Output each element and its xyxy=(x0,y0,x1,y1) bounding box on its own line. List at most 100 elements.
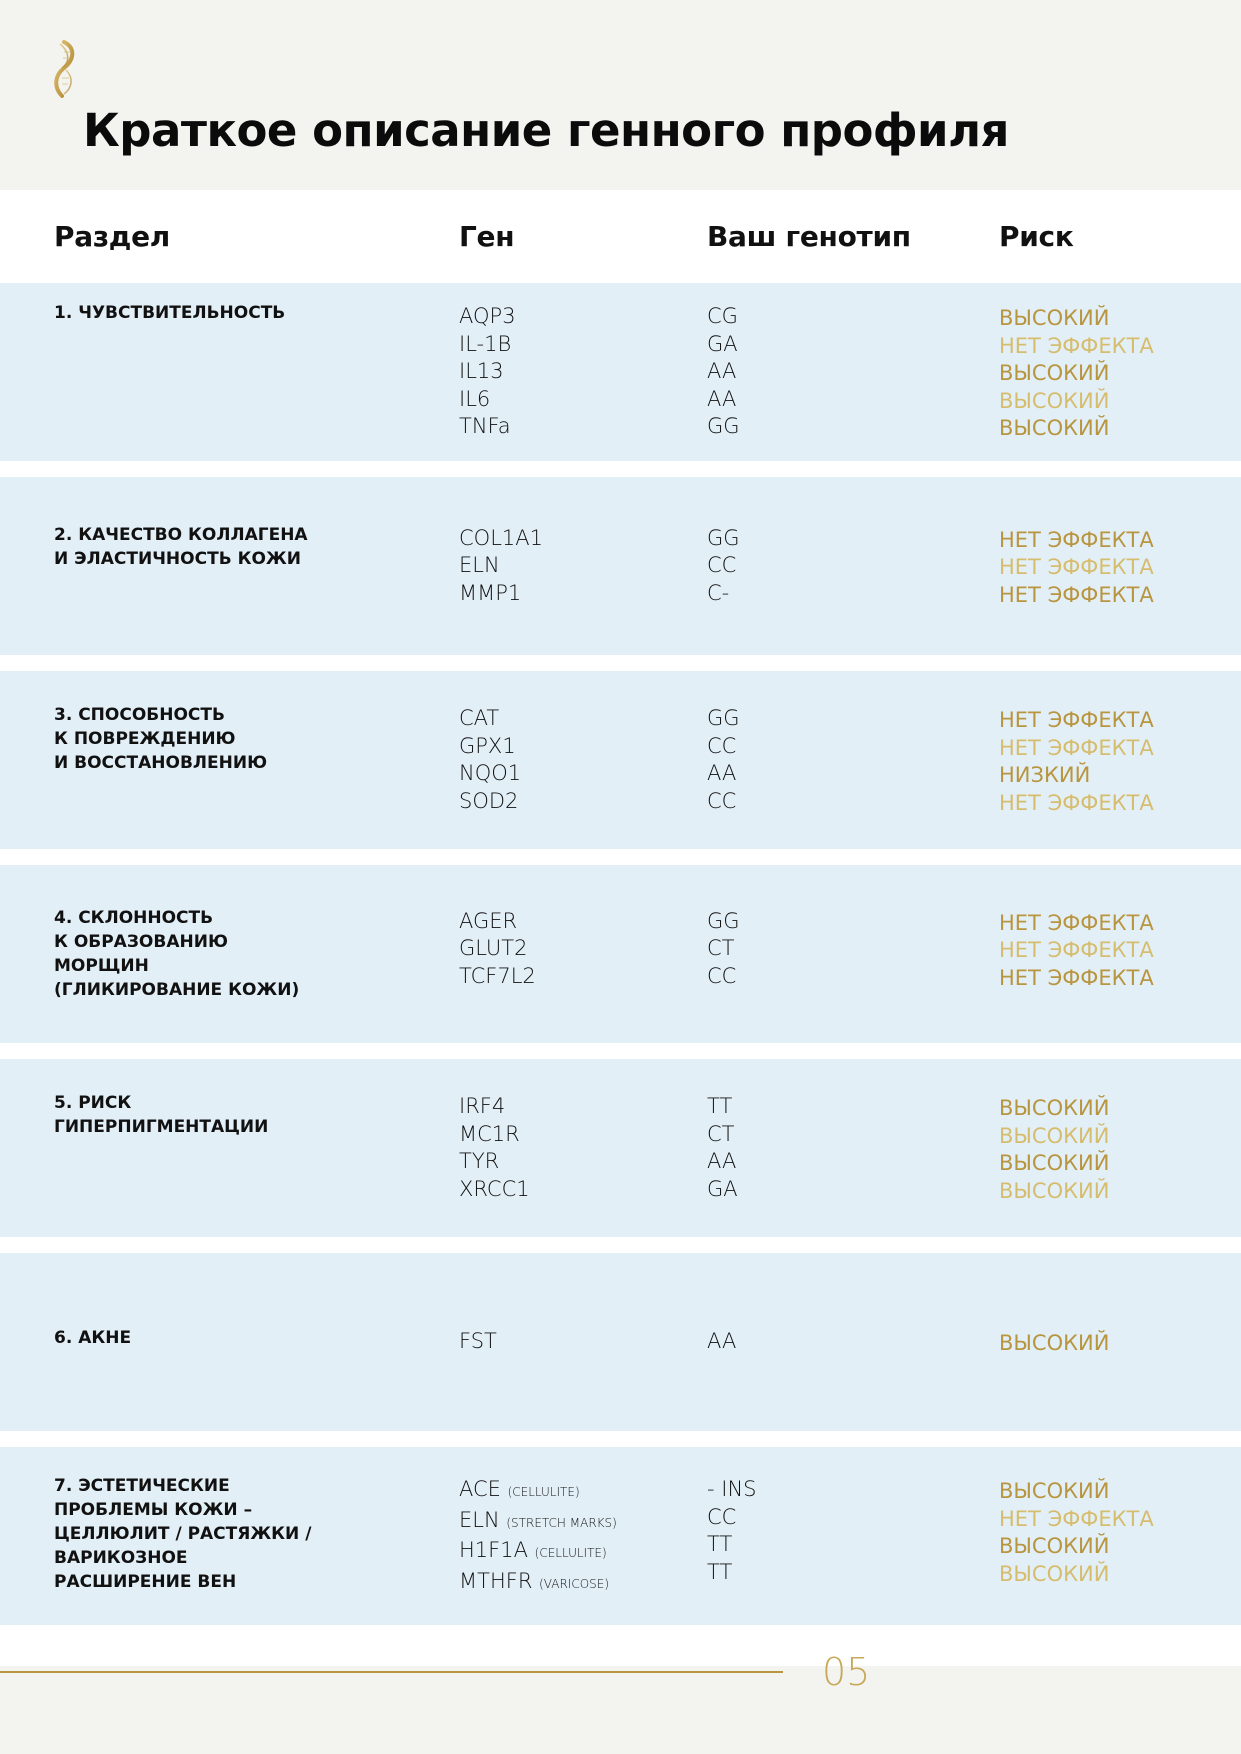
genotype-value: GA xyxy=(707,331,738,356)
gene-symbol: IRF4 xyxy=(459,1094,506,1118)
section-label: 3. СПОСОБНОСТЬ К ПОВРЕЖДЕНИЮ И ВОССТАНОВ… xyxy=(54,705,268,773)
gene-note: (VARICOSE) xyxy=(539,1576,610,1591)
table-row: 6. АКНЕ FST AA ВЫСОКИЙ xyxy=(0,1253,1241,1431)
gene-symbol: MC1R xyxy=(459,1121,520,1146)
genotype-list: - INS CC TT TT xyxy=(707,1476,757,1586)
table-row: 1. ЧУВСТВИТЕЛЬНОСТЬ AQP3 IL-1B IL13 IL6 TNFa C… xyxy=(0,283,1241,461)
risk-value: НЕТ ЭФФЕКТА xyxy=(999,708,1154,732)
row-content: 5. РИСК ГИПЕРПИГМЕНТАЦИИ IRF4 MC1R TYR XRCC1… xyxy=(0,1093,1241,1203)
gene-name: AQP3 xyxy=(459,303,516,331)
risk-value: ВЫСОКИЙ xyxy=(999,306,1110,331)
gene-name: MTHFR (VARICOSE) xyxy=(459,1568,617,1599)
gene-name: FST xyxy=(459,1328,497,1356)
gene-profile-table: Раздел Ген Ваш генотип Риск 1. ЧУВСТВИТЕ… xyxy=(0,190,1241,1666)
gene-name: IL13 xyxy=(459,358,516,386)
risk-value: ВЫСОКИЙ xyxy=(999,1178,1110,1203)
gene-note: (CELLULITE) xyxy=(507,1485,580,1499)
gene-symbol: ACE xyxy=(459,1477,501,1501)
gene-symbol: TYR xyxy=(459,1149,500,1173)
gene-symbol: MMP1 xyxy=(459,580,522,605)
gene-name: ELN xyxy=(459,552,543,580)
genotype-list: AA xyxy=(707,1328,736,1356)
risk-value: НЕТ ЭФФЕКТА xyxy=(999,527,1154,552)
risk-list: ВЫСОКИЙ ВЫСОКИЙ ВЫСОКИЙ ВЫСОКИЙ xyxy=(999,1093,1109,1203)
gene-name: XRCC1 xyxy=(459,1176,530,1204)
dna-logo-icon xyxy=(54,40,75,98)
gene-name: TCF7L2 xyxy=(459,963,536,991)
genotype-value: AA xyxy=(707,386,737,411)
gene-list: CAT GPX1 NQO1 SOD2 xyxy=(459,705,521,815)
header-section: Раздел xyxy=(54,220,170,253)
genotype-value: AA xyxy=(707,1149,737,1173)
risk-value: ВЫСОКИЙ xyxy=(999,1151,1110,1175)
risk-value: НЕТ ЭФФЕКТА xyxy=(999,735,1154,760)
gene-symbol: ELN xyxy=(459,1507,500,1532)
risk-value: ВЫСОКИЙ xyxy=(999,416,1110,441)
header-genotype: Ваш генотип xyxy=(707,220,911,253)
risk-list: НЕТ ЭФФЕКТА НЕТ ЭФФЕКТА НИЗКИЙ НЕТ ЭФФЕКТА xyxy=(999,705,1154,815)
genotype-value: AA xyxy=(707,1329,737,1354)
genotype-value: GG xyxy=(707,706,740,730)
gene-name: IL6 xyxy=(459,386,516,414)
risk-value: НЕТ ЭФФЕКТА xyxy=(999,790,1154,815)
gene-symbol: IL6 xyxy=(459,386,491,411)
header-gene: Ген xyxy=(459,220,515,253)
footer-divider xyxy=(0,1671,783,1673)
section-label: 7. ЭСТЕТИЧЕСКИЕ ПРОБЛЕМЫ КОЖИ – ЦЕЛЛЮЛИТ… xyxy=(54,1476,312,1592)
table-row: 4. СКЛОННОСТЬ К ОБРАЗОВАНИЮ МОРЩИН (ГЛИК… xyxy=(0,865,1241,1043)
gene-name: ACE (CELLULITE) xyxy=(459,1476,617,1507)
gene-name: IL-1B xyxy=(459,331,516,359)
gene-symbol: TNFa xyxy=(459,414,511,439)
header-risk: Риск xyxy=(999,220,1074,253)
table-row: 3. СПОСОБНОСТЬ К ПОВРЕЖДЕНИЮ И ВОССТАНОВ… xyxy=(0,671,1241,849)
gene-symbol: FST xyxy=(459,1329,497,1354)
gene-list: AQP3 IL-1B IL13 IL6 TNFa xyxy=(459,303,516,441)
gene-symbol: GPX1 xyxy=(459,733,516,758)
genotype-value: CC xyxy=(707,788,737,813)
genotype-value: AA xyxy=(707,761,737,785)
gene-list: COL1A1 ELN MMP1 xyxy=(459,525,543,608)
section-label: 6. АКНЕ xyxy=(54,1328,132,1349)
table-row: 7. ЭСТЕТИЧЕСКИЕ ПРОБЛЕМЫ КОЖИ – ЦЕЛЛЮЛИТ… xyxy=(0,1447,1241,1625)
gene-name: TYR xyxy=(459,1148,530,1176)
section-label: 4. СКЛОННОСТЬ К ОБРАЗОВАНИЮ МОРЩИН (ГЛИК… xyxy=(54,907,300,1000)
gene-symbol: H1F1A xyxy=(459,1538,528,1562)
gene-name: IRF4 xyxy=(459,1093,530,1121)
risk-list: ВЫСОКИЙ НЕТ ЭФФЕКТА ВЫСОКИЙ ВЫСОКИЙ xyxy=(999,1476,1154,1586)
genotype-value: CC xyxy=(707,1504,737,1529)
page-number: 05 xyxy=(822,1650,871,1694)
risk-value: ВЫСОКИЙ xyxy=(999,1479,1110,1503)
gene-note: (CELLULITE) xyxy=(534,1546,607,1560)
gene-list: FST xyxy=(459,1328,497,1356)
row-content: 2. КАЧЕСТВО КОЛЛАГЕНА И ЭЛАСТИЧНОСТЬ КОЖ… xyxy=(0,525,1241,608)
row-content: 7. ЭСТЕТИЧЕСКИЕ ПРОБЛЕМЫ КОЖИ – ЦЕЛЛЮЛИТ… xyxy=(0,1476,1241,1596)
table-header: Раздел Ген Ваш генотип Риск xyxy=(0,190,1241,283)
risk-value: НЕТ ЭФФЕКТА xyxy=(999,555,1154,580)
gene-symbol: COL1A1 xyxy=(459,525,543,550)
page-title: Краткое описание генного профиля xyxy=(83,104,1009,157)
gene-symbol: AGER xyxy=(459,908,518,933)
risk-value: ВЫСОКИЙ xyxy=(999,1096,1110,1120)
gene-symbol: IL-1B xyxy=(459,331,512,356)
risk-value: ВЫСОКИЙ xyxy=(999,1331,1110,1356)
gene-name: GLUT2 xyxy=(459,935,536,963)
risk-value: ВЫСОКИЙ xyxy=(999,1534,1110,1558)
genotype-value: GA xyxy=(707,1176,738,1201)
gene-name: H1F1A (CELLULITE) xyxy=(459,1537,617,1568)
section-label: 1. ЧУВСТВИТЕЛЬНОСТЬ xyxy=(54,303,286,324)
gene-list: IRF4 MC1R TYR XRCC1 xyxy=(459,1093,530,1203)
gene-name: ELN (STRETCH MARKS) xyxy=(459,1507,617,1538)
genotype-value: GG xyxy=(707,525,740,550)
risk-value: ВЫСОКИЙ xyxy=(999,1561,1110,1586)
gene-name: NQO1 xyxy=(459,760,521,788)
risk-value: ВЫСОКИЙ xyxy=(999,388,1110,413)
risk-value: НЕТ ЭФФЕКТА xyxy=(999,333,1154,358)
row-content: 3. СПОСОБНОСТЬ К ПОВРЕЖДЕНИЮ И ВОССТАНОВ… xyxy=(0,705,1241,815)
gene-symbol: MTHFR xyxy=(459,1568,533,1593)
gene-name: MC1R xyxy=(459,1121,530,1149)
genotype-value: C- xyxy=(707,580,730,605)
risk-value: НИЗКИЙ xyxy=(999,763,1091,787)
genotype-value: AA xyxy=(707,359,737,384)
risk-value: ВЫСОКИЙ xyxy=(999,1123,1110,1148)
gene-symbol: GLUT2 xyxy=(459,936,528,961)
